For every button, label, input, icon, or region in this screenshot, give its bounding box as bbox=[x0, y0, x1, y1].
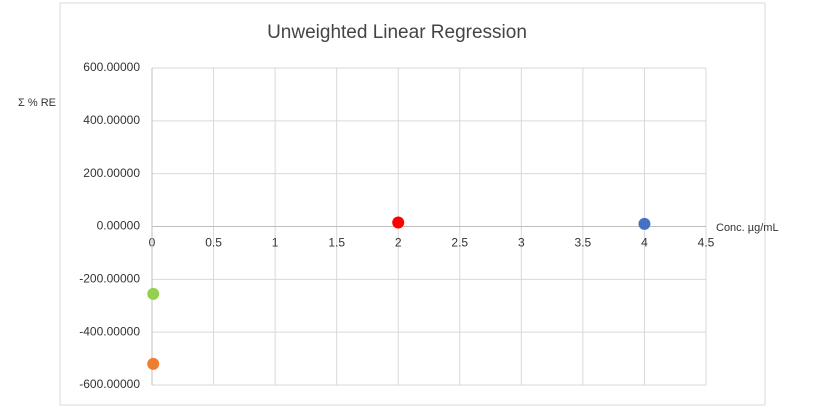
x-axis-title: Conc. µg/mL bbox=[716, 222, 779, 234]
x-tick-label: 1.5 bbox=[328, 236, 345, 250]
x-tick-label: 4.5 bbox=[698, 236, 715, 250]
point bbox=[147, 287, 160, 300]
x-tick-label: 3 bbox=[518, 236, 525, 250]
x-tick-label: 2.5 bbox=[451, 236, 468, 250]
y-tick-label: 200.00000 bbox=[83, 166, 140, 180]
y-tick-label: 600.00000 bbox=[83, 60, 140, 74]
chart-frame bbox=[59, 2, 766, 406]
y-axis-title: Σ % RE bbox=[18, 97, 56, 109]
y-tick-label: 0.00000 bbox=[97, 219, 141, 233]
point bbox=[392, 216, 405, 229]
y-tick-label: -600.00000 bbox=[79, 377, 140, 391]
x-tick-label: 1 bbox=[272, 236, 279, 250]
y-tick-label: -400.00000 bbox=[79, 324, 140, 338]
point bbox=[638, 217, 651, 230]
y-tick-label: 400.00000 bbox=[83, 113, 140, 127]
x-tick-label: 4 bbox=[641, 236, 648, 250]
y-tick-label: -200.00000 bbox=[79, 272, 140, 286]
x-tick-label: 2 bbox=[395, 236, 402, 250]
point bbox=[147, 357, 160, 370]
chart-title: Unweighted Linear Regression bbox=[267, 22, 527, 43]
x-tick-label: 3.5 bbox=[575, 236, 592, 250]
x-tick-label: 0.5 bbox=[205, 236, 222, 250]
